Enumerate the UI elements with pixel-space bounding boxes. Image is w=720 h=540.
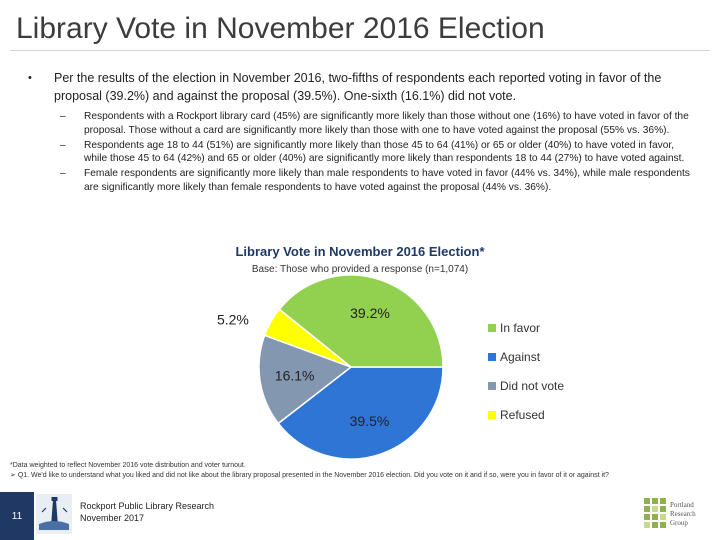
legend-item-in-favor: In favor	[488, 313, 608, 342]
legend-label: Did not vote	[500, 378, 565, 393]
legend-item-did-not-vote: Did not vote	[488, 371, 608, 400]
arrow-icon: ➢	[10, 472, 16, 480]
chart-legend: In favor Against Did not vote Refused	[488, 313, 608, 429]
data-label-against: 39.5%	[350, 413, 390, 429]
main-bullet-text: Per the results of the election in Novem…	[54, 71, 662, 103]
legend-label: In favor	[500, 320, 541, 335]
slide-title: Library Vote in November 2016 Election	[16, 12, 545, 45]
legend-swatch	[488, 381, 496, 390]
sub-bullet-age: Respondents age 18 to 44 (51%) are signi…	[60, 139, 696, 167]
sub-bullet-gender: Female respondents are significantly mor…	[60, 167, 696, 195]
footnote: *Data weighted to reflect November 2016 …	[10, 461, 710, 481]
footnote-question-text: Q1. We'd like to understand what you lik…	[17, 472, 609, 480]
pie-slice-against	[277, 366, 444, 460]
footnote-weighting: *Data weighted to reflect November 2016 …	[10, 462, 246, 469]
logo-text-group: Group	[670, 519, 688, 527]
sub-bullet-library-card: Respondents with a Rockport library card…	[60, 110, 696, 138]
logo-text-research: Research	[670, 510, 696, 518]
legend-swatch	[488, 410, 496, 419]
footer-org: Rockport Public Library Research	[80, 501, 215, 511]
page-number: 11	[0, 492, 34, 540]
chart-title: Library Vote in November 2016 Election*	[235, 244, 485, 259]
legend-swatch	[488, 323, 496, 332]
bullet-dot: •	[28, 72, 32, 84]
legend-item-against: Against	[488, 342, 608, 371]
data-label-in-favor: 39.2%	[350, 305, 390, 321]
lighthouse-logo-icon	[36, 494, 72, 534]
footer-date: November 2017	[80, 512, 145, 523]
logo-text-portland: Portland	[670, 501, 694, 509]
data-label-did-not-vote: 16.1%	[275, 368, 315, 384]
footer-text: Rockport Public Library Research Novembe…	[80, 501, 214, 524]
data-label-refused: 5.2%	[217, 311, 249, 327]
portland-research-group-logo-icon: Portland Research Group	[644, 498, 696, 528]
pie-slice-did-not-vote	[258, 334, 353, 425]
footnote-question: ➢ Q1. We'd like to understand what you l…	[10, 471, 710, 481]
title-divider	[10, 50, 710, 51]
pie-slice-in-favor	[278, 274, 444, 368]
legend-swatch	[488, 352, 496, 361]
legend-item-refused: Refused	[488, 400, 608, 429]
legend-label: Against	[500, 349, 541, 364]
chart-subtitle: Base: Those who provided a response (n=1…	[251, 264, 469, 275]
sub-bullet-list: Respondents with a Rockport library card…	[60, 110, 696, 196]
legend-label: Refused	[500, 407, 545, 422]
